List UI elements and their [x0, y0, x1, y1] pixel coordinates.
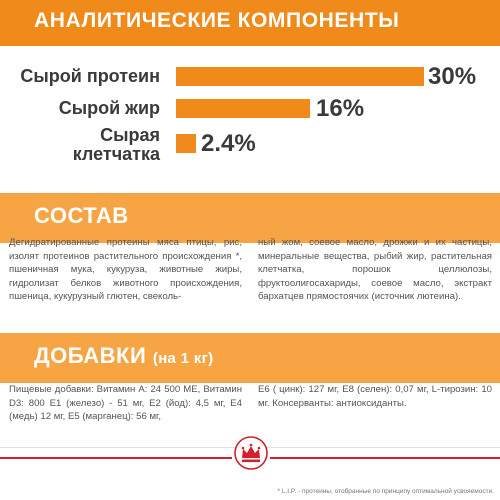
metric-value-protein: 30% [428, 63, 477, 90]
composition-title: СОСТАВ [34, 203, 129, 228]
brand-line-left [0, 457, 232, 459]
metric-label-protein: Сырой протеин [20, 66, 160, 86]
additives-title: ДОБАВКИ (на 1 кг) [34, 343, 214, 368]
metric-value-fiber: 2.4% [201, 130, 256, 157]
additives-text-right: Е6 ( цинк): 127 мг, Е8 (селен): 0,07 мг,… [258, 384, 492, 409]
composition-text-left: Дегидратированные протеины мяса птицы, р… [9, 237, 242, 303]
metric-bar-fiber [176, 134, 196, 153]
royal-canin-crown-icon [234, 436, 268, 470]
footnote: * L.I.P. - протеины, отобранные по принц… [277, 488, 494, 495]
additives-text-left: Пищевые добавки: Витамин А: 24 500 МЕ, В… [9, 384, 242, 423]
additives-band: ДОБАВКИ (на 1 кг) [0, 333, 500, 383]
brand-line-right [270, 457, 500, 459]
metric-bar-fat [176, 99, 310, 118]
composition-band: СОСТАВ [0, 193, 500, 243]
composition-text-right: ный жом, соевое масло, дрожжи и их части… [258, 237, 492, 303]
additives-subtitle: (на 1 кг) [152, 350, 214, 367]
metric-label-fat: Сырой жир [58, 98, 160, 118]
page-title: АНАЛИТИЧЕСКИЕ КОМПОНЕНТЫ [34, 9, 400, 32]
header-bar: АНАЛИТИЧЕСКИЕ КОМПОНЕНТЫ [0, 0, 500, 46]
metric-label-fiber: Сырая клетчатка [72, 125, 160, 164]
metric-value-fat: 16% [316, 95, 365, 122]
metric-bar-protein [176, 67, 424, 86]
